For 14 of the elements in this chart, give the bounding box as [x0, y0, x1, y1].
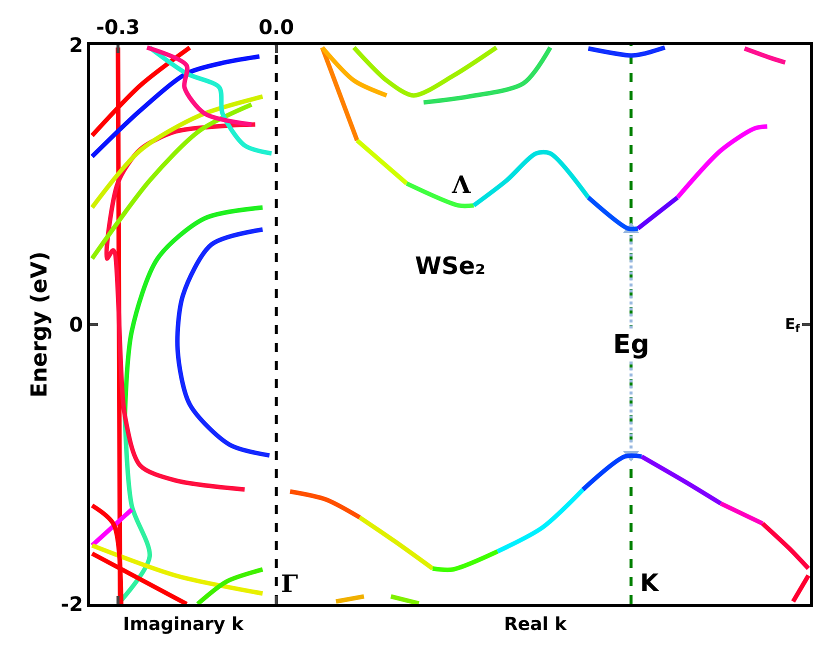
- x-tick-label: 0.0: [258, 15, 294, 39]
- text: Imaginary k: [123, 614, 244, 635]
- text: Real k: [504, 614, 568, 635]
- annotation: K: [640, 569, 660, 597]
- annotation: Λ: [451, 170, 471, 199]
- y-tick-label: -2: [60, 592, 83, 616]
- annotation: E$_{f}$: [785, 315, 800, 336]
- y-axis-title: Energy (eV): [28, 251, 53, 398]
- y-tick-label: 0: [69, 312, 83, 336]
- annotation: Γ: [281, 569, 298, 598]
- y-tick-label: 2: [69, 33, 83, 57]
- annotation: Eg: [613, 330, 650, 360]
- annotation: WSe₂: [415, 252, 486, 280]
- x-tick-label: -0.3: [96, 15, 140, 39]
